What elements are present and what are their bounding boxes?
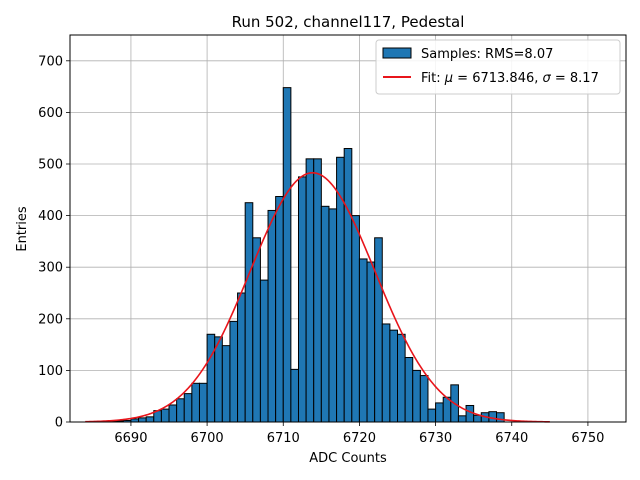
histogram-bar [320, 205, 330, 423]
histogram-bar [389, 329, 399, 423]
histogram-bar [381, 323, 391, 423]
histogram-bar [496, 412, 505, 423]
y-axis-ticks: 0 100 200 300 400 500 600 700 [38, 54, 70, 431]
y-tick-label: 0 [55, 416, 63, 431]
histogram-bar [168, 404, 178, 423]
y-tick-label: 100 [38, 364, 63, 379]
x-tick-label: 6750 [571, 431, 604, 446]
histogram-bar [366, 261, 376, 423]
legend-fit-mu-symbol: μ [444, 71, 453, 86]
plot-frame [69, 34, 627, 423]
legend-samples-swatch [382, 47, 412, 59]
histogram-bar [237, 292, 246, 423]
y-axis-title: Entries [15, 206, 30, 252]
histogram-bar [214, 336, 223, 423]
histogram-bar [244, 202, 254, 423]
histogram-bar [313, 158, 322, 423]
histogram-bar [297, 176, 307, 423]
histogram-bar [457, 415, 467, 423]
legend-box [375, 39, 621, 95]
histogram-bar [374, 237, 383, 423]
histogram-bar [267, 209, 277, 423]
histogram-bar [145, 416, 155, 423]
histogram-bar [290, 368, 299, 423]
y-tick-label: 300 [38, 261, 63, 276]
histogram-bar [183, 393, 193, 423]
histogram-bar [221, 345, 231, 423]
y-tick-label: 700 [38, 54, 63, 69]
y-tick-label: 400 [38, 209, 63, 224]
legend: Samples: RMS=8.07 Fit: μ = 6713.846, σ =… [375, 39, 621, 95]
histogram-bar [191, 382, 200, 423]
histogram-bar [282, 87, 292, 423]
gaussian-fit-curve [85, 171, 550, 423]
histogram-bar [358, 258, 368, 423]
histogram-bar [404, 357, 414, 423]
legend-fit-mu-value: = 6713.846, [453, 71, 542, 86]
histogram-bar [427, 408, 437, 423]
histogram-bar [176, 398, 185, 423]
histogram-bar [138, 417, 147, 423]
y-tick-label: 200 [38, 312, 63, 327]
x-axis-ticks: 6690 6700 6710 6720 6730 6740 6750 [114, 422, 604, 446]
histogram-bar [229, 320, 239, 423]
histogram-bar [488, 411, 498, 423]
histogram-bar [473, 414, 482, 423]
histogram-bar [305, 158, 315, 423]
legend-fit-sigma-value: = 8.17 [551, 71, 599, 86]
y-tick-label: 500 [38, 158, 63, 173]
histogram-bar [328, 208, 338, 423]
x-tick-label: 6690 [114, 431, 147, 446]
histogram-bar [275, 196, 284, 423]
legend-fit-prefix: Fit: [421, 71, 445, 86]
histogram-bar [412, 369, 421, 423]
histogram-bar [206, 333, 216, 423]
histogram-bar [435, 402, 444, 423]
x-axis-title: ADC Counts [309, 451, 387, 466]
y-tick-label: 600 [38, 106, 63, 121]
histogram-bar [198, 382, 208, 423]
x-tick-label: 6720 [343, 431, 376, 446]
x-tick-label: 6740 [495, 431, 528, 446]
x-tick-label: 6730 [419, 431, 452, 446]
histogram-bar [465, 404, 475, 423]
histogram-bar [351, 215, 360, 423]
legend-samples-label: Samples: RMS=8.07 [421, 47, 553, 62]
legend-fit-label: Fit: μ = 6713.846, σ = 8.17 [421, 71, 599, 86]
x-tick-label: 6700 [191, 431, 224, 446]
histogram-bar [343, 148, 353, 423]
histogram-bar [397, 333, 406, 423]
x-tick-label: 6710 [267, 431, 300, 446]
histogram-bar [419, 375, 429, 423]
histogram-bar [252, 237, 261, 423]
histogram-bar [160, 408, 170, 423]
chart-title: Run 502, channel117, Pedestal [232, 13, 465, 31]
histogram-bar [259, 279, 269, 423]
legend-fit-sigma-symbol: σ [543, 71, 552, 86]
